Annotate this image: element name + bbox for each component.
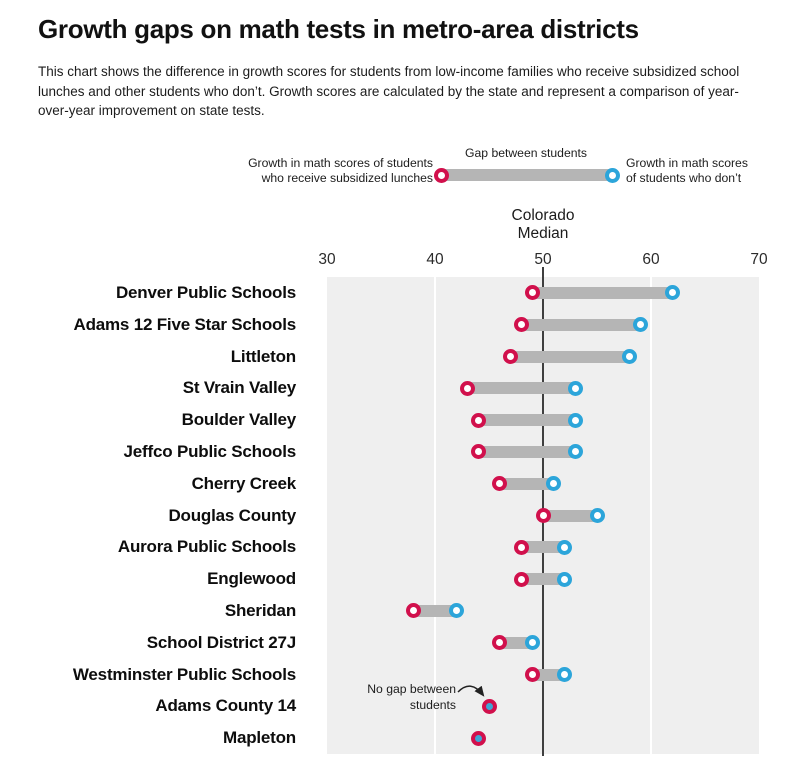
legend-subsidized-label-line2: who receive subsidized lunches: [261, 171, 433, 185]
district-label: Adams 12 Five Star Schools: [73, 314, 297, 334]
no-gap-annotation-line2: students: [409, 697, 456, 712]
district-label: Boulder Valley: [181, 410, 297, 430]
gap-bar: [413, 604, 457, 617]
legend-gap-label: Gap between students: [465, 146, 587, 160]
axis-tick-30: 30: [318, 251, 336, 268]
gap-bar: [521, 318, 641, 331]
non-subsidized-dot: [567, 412, 583, 428]
legend-subsidized-label-line1: Growth in math scores of students: [248, 156, 433, 170]
gap-bar: [521, 541, 565, 554]
gap-bar: [532, 668, 565, 681]
median-label-line1: Colorado: [511, 207, 575, 224]
non-subsidized-dot: [557, 571, 573, 587]
non-subsidized-dot: [665, 285, 681, 301]
non-subsidized-dot: [632, 317, 648, 333]
annotation-arrow-icon: [457, 685, 485, 697]
legend-gap-bar: [441, 169, 612, 181]
legend-non-subsidized-label-line1: Growth in math scores: [626, 156, 748, 170]
gap-bar: [521, 573, 565, 586]
subsidized-dot: [492, 476, 508, 492]
district-label: Cherry Creek: [191, 473, 297, 493]
gap-bar: [478, 414, 576, 427]
district-label: Aurora Public Schools: [117, 537, 296, 557]
non-subsidized-dot: [567, 380, 583, 396]
no-gap-annotation: No gap between students: [256, 682, 456, 713]
district-label: Mapleton: [222, 728, 296, 748]
subsidized-dot: [492, 635, 508, 651]
subsidized-dot: [513, 571, 529, 587]
legend-non-subsidized-label: Growth in math scores of students who do…: [626, 156, 786, 186]
chart-title: Growth gaps on math tests in metro-area …: [38, 14, 639, 44]
district-label: Westminster Public Schools: [72, 664, 296, 684]
chart-subtitle: This chart shows the difference in growt…: [38, 64, 740, 118]
x-axis: 30 40 50 60 70: [0, 251, 800, 271]
district-label: Jeffco Public Schools: [123, 441, 297, 461]
gridline-60: [650, 277, 652, 754]
subsidized-dot: [459, 380, 475, 396]
non-subsidized-dot: [557, 539, 573, 555]
gridline-40: [434, 277, 436, 754]
non-subsidized-dot: [557, 667, 573, 682]
subsidized-dot: [524, 285, 540, 301]
median-label-line2: Median: [517, 225, 569, 242]
gap-bar: [499, 636, 533, 649]
district-label: Littleton: [230, 346, 296, 366]
no-gap-dot: [481, 698, 497, 714]
subsidized-dot: [470, 412, 486, 428]
district-label: Sheridan: [224, 600, 296, 620]
subsidized-dot: [535, 508, 551, 523]
district-label: Englewood: [207, 569, 296, 589]
gap-bar: [532, 286, 673, 299]
no-gap-dot: [470, 730, 486, 746]
gap-bar: [467, 382, 576, 395]
non-subsidized-dot: [449, 603, 465, 619]
legend-non-subsidized-dot: [604, 167, 620, 183]
gap-bar: [510, 350, 630, 363]
no-gap-annotation-line1: No gap between: [367, 682, 456, 696]
district-label: Douglas County: [168, 505, 296, 525]
axis-tick-70: 70: [750, 251, 768, 268]
district-label: Adams County 14: [155, 696, 296, 716]
legend-subsidized-dot: [433, 167, 449, 183]
subsidized-dot: [513, 539, 529, 555]
legend-non-subsidized-label-line2: of students who don’t: [626, 171, 742, 185]
legend-subsidized-label: Growth in math scores of students who re…: [0, 156, 433, 186]
non-subsidized-dot: [524, 635, 540, 651]
dumbbell-chart: No gap between students Denver Public Sc…: [0, 267, 800, 756]
median-label: Colorado Median: [463, 207, 623, 243]
gap-bar: [499, 477, 554, 490]
non-subsidized-dot: [546, 476, 562, 492]
subsidized-dot: [503, 349, 519, 364]
subsidized-dot: [470, 444, 486, 460]
non-subsidized-dot: [589, 508, 605, 523]
district-label: Denver Public Schools: [115, 282, 296, 302]
gap-bar: [478, 445, 576, 458]
axis-tick-50: 50: [534, 251, 552, 268]
axis-tick-40: 40: [426, 251, 444, 268]
non-subsidized-dot: [621, 349, 637, 364]
gap-bar: [543, 509, 597, 522]
district-label: St Vrain Valley: [182, 378, 296, 398]
non-subsidized-dot: [567, 444, 583, 460]
axis-tick-60: 60: [642, 251, 660, 268]
district-label: School District 27J: [146, 632, 296, 652]
subsidized-dot: [513, 317, 529, 333]
subsidized-dot: [524, 667, 540, 682]
subsidized-dot: [405, 603, 421, 619]
